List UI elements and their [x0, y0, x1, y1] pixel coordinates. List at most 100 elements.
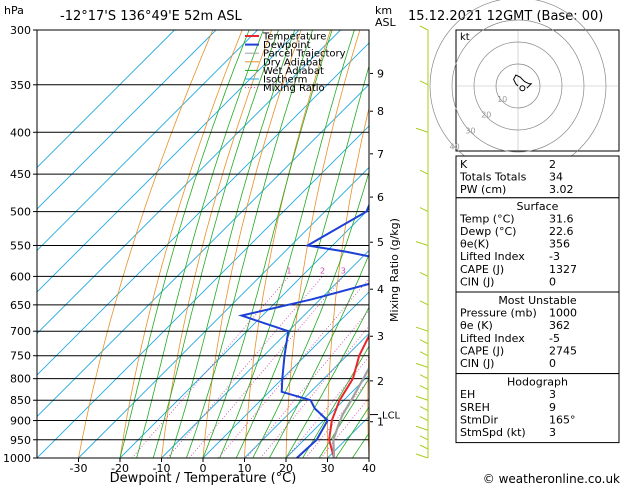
dewpoint-line [237, 203, 369, 458]
wind-barb [419, 351, 429, 357]
credit-label: © weatheronline.co.uk [483, 472, 620, 486]
wind-barb [419, 207, 429, 213]
legend-label: Isotherm [263, 75, 307, 86]
stats-row-label: SREH [460, 401, 490, 414]
wind-barb [419, 416, 429, 421]
index-row-value: 2 [549, 158, 556, 171]
hodograph-ring [451, 19, 585, 153]
index-row-label: Totals Totals [459, 171, 527, 184]
stats-row-label: StmDir [460, 413, 499, 426]
storm-motion-marker [519, 85, 526, 92]
wind-barb [415, 362, 429, 368]
stats-section-box [455, 373, 620, 444]
stats-row-value: -3 [549, 250, 560, 263]
km-tick-label: 2 [377, 375, 384, 388]
wet-adiabat-line [302, 345, 369, 458]
hodograph-ring [473, 41, 563, 131]
km-tick-label: 9 [377, 67, 384, 80]
temperature-line [328, 333, 369, 458]
wind-barb [419, 385, 429, 391]
asl-unit-label: ASL [375, 16, 397, 29]
stats-row-value: 0 [549, 357, 556, 370]
wind-barb [415, 241, 429, 246]
isotherm-line [285, 374, 369, 458]
wind-barb [415, 326, 429, 332]
isotherm-line [37, 30, 300, 293]
wind-barb [419, 406, 429, 411]
stats-row-value: 9 [549, 401, 556, 414]
legend-label: Wet Adiabat [263, 66, 324, 77]
wind-barb [415, 395, 429, 401]
stats-row-value: 0 [549, 275, 556, 288]
lcl-label: LCL [382, 411, 401, 422]
dry-adiabat-line [619, 30, 629, 458]
stats-section-title: Most Unstable [498, 294, 577, 307]
wet-adiabat-line [318, 377, 369, 458]
wind-barb [419, 271, 429, 277]
x-tick-label: -10 [153, 462, 171, 475]
plot-area: 1235810152025 [37, 30, 629, 458]
stats-row-label: CAPE (J) [460, 263, 504, 276]
mixing-ratio-label: 10 [405, 266, 415, 275]
wet-adiabat-line [335, 406, 369, 458]
hodograph-ring-label: 30 [465, 127, 475, 136]
stats-row-label: CIN (J) [460, 275, 494, 288]
wind-barb [419, 300, 429, 306]
wind-barb [415, 127, 429, 133]
stats-row-value: 22.6 [549, 225, 574, 238]
stats-section-box [455, 291, 620, 375]
km-unit-label: km [375, 4, 392, 17]
wind-barb [419, 444, 429, 450]
stats-row-label: Dewp (°C) [460, 225, 516, 238]
stats-row-value: 2745 [549, 344, 577, 357]
stats-row-value: 1327 [549, 263, 577, 276]
km-tick-label: 7 [377, 148, 384, 161]
y-tick-label: 750 [10, 350, 31, 363]
mixing-ratio-label: 15 [430, 266, 440, 275]
stats-row-label: θe (K) [460, 319, 493, 332]
parcel-trajectory-line [332, 365, 369, 458]
stats-row-value: 356 [549, 238, 570, 251]
stats-row-label: θe(K) [460, 238, 489, 251]
index-row-value: 34 [549, 171, 563, 184]
stats-row-label: StmSpd (kt) [460, 426, 526, 439]
mixing-ratio-line [167, 276, 323, 458]
y-tick-label: 500 [10, 206, 31, 219]
y-tick-label: 300 [10, 24, 31, 37]
wind-barb [415, 425, 429, 431]
wind-barb [419, 25, 429, 31]
hodograph-panel: 10 20 30 40 kt [429, 0, 620, 175]
stats-row-value: 31.6 [549, 212, 574, 225]
y-tick-label: 900 [10, 415, 31, 428]
stats-row-value: 362 [549, 319, 570, 332]
legend-label: Temperature [262, 32, 326, 43]
stats-section-title: Hodograph [507, 376, 568, 389]
index-row-label: PW (cm) [460, 183, 506, 196]
pressure-unit-label: hPa [4, 4, 24, 17]
hodograph-ring-label: 20 [481, 111, 491, 120]
mixing-ratio-label: 2 [320, 266, 325, 275]
km-tick-label: 4 [377, 283, 384, 296]
hodograph-ring [495, 63, 541, 109]
x-tick-label: 20 [279, 462, 293, 475]
mixing-ratio-label: 3 [341, 266, 346, 275]
stats-row-label: CIN (J) [460, 357, 494, 370]
isotherm-line [37, 30, 175, 169]
legend-label: Dewpoint [263, 40, 311, 51]
legend-label: Dry Adiabat [263, 57, 322, 68]
x-tick-label: -30 [70, 462, 88, 475]
y-tick-label: 400 [10, 126, 31, 139]
y-tick-label: 450 [10, 168, 31, 181]
isotherm-line [202, 291, 369, 458]
isotherm-line [244, 332, 369, 458]
hodograph-unit-label: kt [460, 32, 470, 43]
stats-row-label: EH [460, 388, 475, 401]
isotherm-line [78, 166, 369, 458]
stats-row-label: CAPE (J) [460, 344, 504, 357]
stats-row-label: Lifted Index [460, 332, 525, 345]
stats-section-box [455, 197, 620, 293]
x-tick-label: -20 [111, 462, 129, 475]
km-tick-label: 5 [377, 236, 384, 249]
legend-label: Parcel Trajectory [263, 49, 346, 60]
